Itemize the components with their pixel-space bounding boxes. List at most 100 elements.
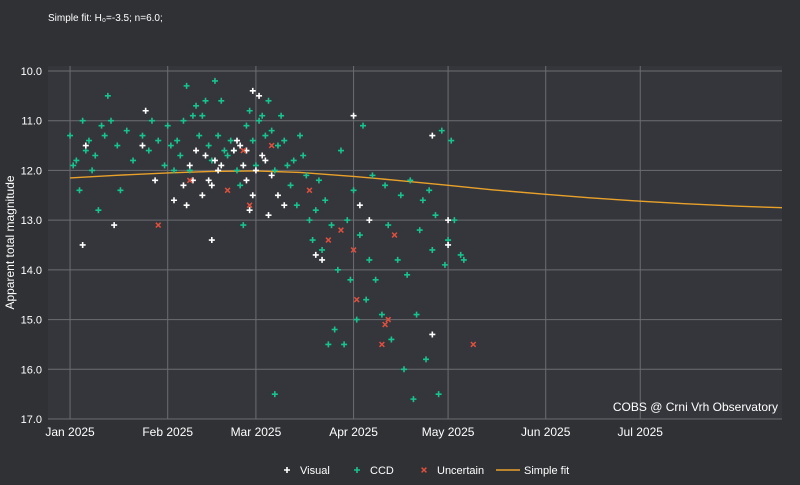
ccd-point bbox=[290, 157, 297, 164]
uncertain-point bbox=[470, 341, 477, 348]
ccd-point bbox=[287, 182, 294, 189]
x-tick-label: Jun 2025 bbox=[521, 425, 571, 439]
ccd-point bbox=[243, 122, 250, 129]
ccd-point bbox=[378, 311, 385, 318]
y-tick-label: 17.0 bbox=[21, 414, 42, 426]
ccd-point bbox=[337, 147, 344, 154]
ccd-point bbox=[205, 142, 212, 149]
ccd-point bbox=[76, 187, 83, 194]
series-visual bbox=[79, 87, 452, 338]
ccd-point bbox=[262, 132, 269, 139]
visual-point bbox=[262, 157, 269, 164]
uncertain-point bbox=[325, 237, 332, 243]
visual-point bbox=[445, 217, 452, 224]
x-tick-label: May 2025 bbox=[422, 425, 475, 439]
visual-point bbox=[366, 217, 373, 224]
ccd-point bbox=[413, 311, 420, 318]
ccd-point bbox=[101, 132, 108, 139]
uncertain-point bbox=[240, 147, 247, 154]
visual-point bbox=[429, 331, 436, 338]
visual-point bbox=[240, 162, 247, 169]
visual-point bbox=[186, 162, 193, 169]
x-tick-label: Feb 2025 bbox=[142, 425, 193, 439]
ccd-point bbox=[325, 341, 332, 348]
series-uncertain bbox=[155, 142, 477, 348]
visual-point bbox=[429, 132, 436, 139]
x-axis-ticks: Jan 2025 Feb 2025 Mar 2025 Apr 2025 May 2025… bbox=[45, 425, 663, 439]
ccd-point bbox=[315, 177, 322, 184]
visual-point bbox=[171, 197, 178, 204]
ccd-point bbox=[189, 112, 196, 119]
ccd-point bbox=[98, 122, 105, 129]
ccd-point bbox=[356, 232, 363, 239]
series-layer bbox=[67, 77, 783, 403]
visual-point bbox=[215, 167, 222, 174]
ccd-point bbox=[410, 396, 417, 403]
plot-area bbox=[48, 66, 782, 419]
ccd-point bbox=[419, 197, 426, 204]
visual-point bbox=[205, 177, 212, 184]
ccd-point bbox=[350, 187, 357, 194]
ccd-point bbox=[319, 246, 326, 253]
ccd-point bbox=[259, 112, 266, 119]
ccd-point bbox=[278, 112, 285, 119]
ccd-point bbox=[85, 137, 92, 144]
ccd-point bbox=[114, 142, 121, 149]
ccd-point bbox=[237, 182, 244, 189]
uncertain-point bbox=[391, 232, 398, 238]
visual-point bbox=[243, 177, 250, 184]
ccd-point bbox=[429, 246, 436, 253]
visual-point bbox=[234, 137, 241, 144]
visual-point bbox=[208, 182, 215, 189]
ccd-point bbox=[284, 162, 291, 169]
ccd-point bbox=[369, 172, 376, 179]
legend-item-ccd: CCD bbox=[354, 465, 394, 477]
legend-swatch bbox=[354, 467, 360, 473]
uncertain-point bbox=[382, 321, 389, 328]
y-tick-label: 16.0 bbox=[21, 364, 42, 376]
legend-label: Simple fit bbox=[524, 465, 569, 477]
ccd-point bbox=[148, 117, 155, 124]
ccd-point bbox=[95, 207, 102, 214]
ccd-point bbox=[117, 187, 124, 194]
grid-layer bbox=[48, 66, 782, 420]
y-tick-label: 15.0 bbox=[21, 315, 42, 327]
uncertain-point bbox=[186, 177, 193, 184]
visual-point bbox=[111, 222, 118, 229]
ccd-point bbox=[457, 251, 464, 258]
legend-label: Visual bbox=[300, 465, 330, 477]
ccd-point bbox=[67, 132, 74, 139]
y-axis-ticks: 10.0 11.0 12.0 13.0 14.0 15.0 16.0 17.0 bbox=[21, 66, 42, 426]
visual-point bbox=[249, 192, 256, 199]
ccd-point bbox=[382, 182, 389, 189]
ccd-point bbox=[177, 152, 184, 159]
uncertain-point bbox=[338, 227, 344, 234]
ccd-point bbox=[202, 97, 209, 104]
ccd-point bbox=[218, 97, 225, 104]
ccd-point bbox=[155, 137, 162, 144]
legend-item-uncertain: Uncertain bbox=[421, 465, 484, 477]
ccd-point bbox=[331, 326, 338, 333]
uncertain-point bbox=[246, 202, 253, 209]
visual-point bbox=[268, 172, 275, 179]
uncertain-point bbox=[268, 142, 275, 149]
ccd-point bbox=[366, 256, 373, 263]
ccd-point bbox=[300, 152, 307, 159]
ccd-point bbox=[460, 256, 467, 263]
ccd-point bbox=[322, 197, 329, 204]
ccd-point bbox=[256, 117, 263, 124]
legend-item-simple-fit: Simple fit bbox=[496, 465, 569, 477]
ccd-point bbox=[441, 261, 448, 268]
visual-point bbox=[274, 192, 281, 199]
ccd-point bbox=[404, 271, 411, 278]
visual-point bbox=[319, 256, 326, 263]
ccd-point bbox=[341, 341, 348, 348]
visual-point bbox=[230, 147, 237, 154]
visual-point bbox=[189, 177, 196, 184]
ccd-point bbox=[448, 137, 455, 144]
ccd-point bbox=[438, 127, 445, 134]
ccd-point bbox=[281, 137, 288, 144]
ccd-point bbox=[312, 207, 319, 214]
uncertain-point bbox=[155, 222, 162, 229]
